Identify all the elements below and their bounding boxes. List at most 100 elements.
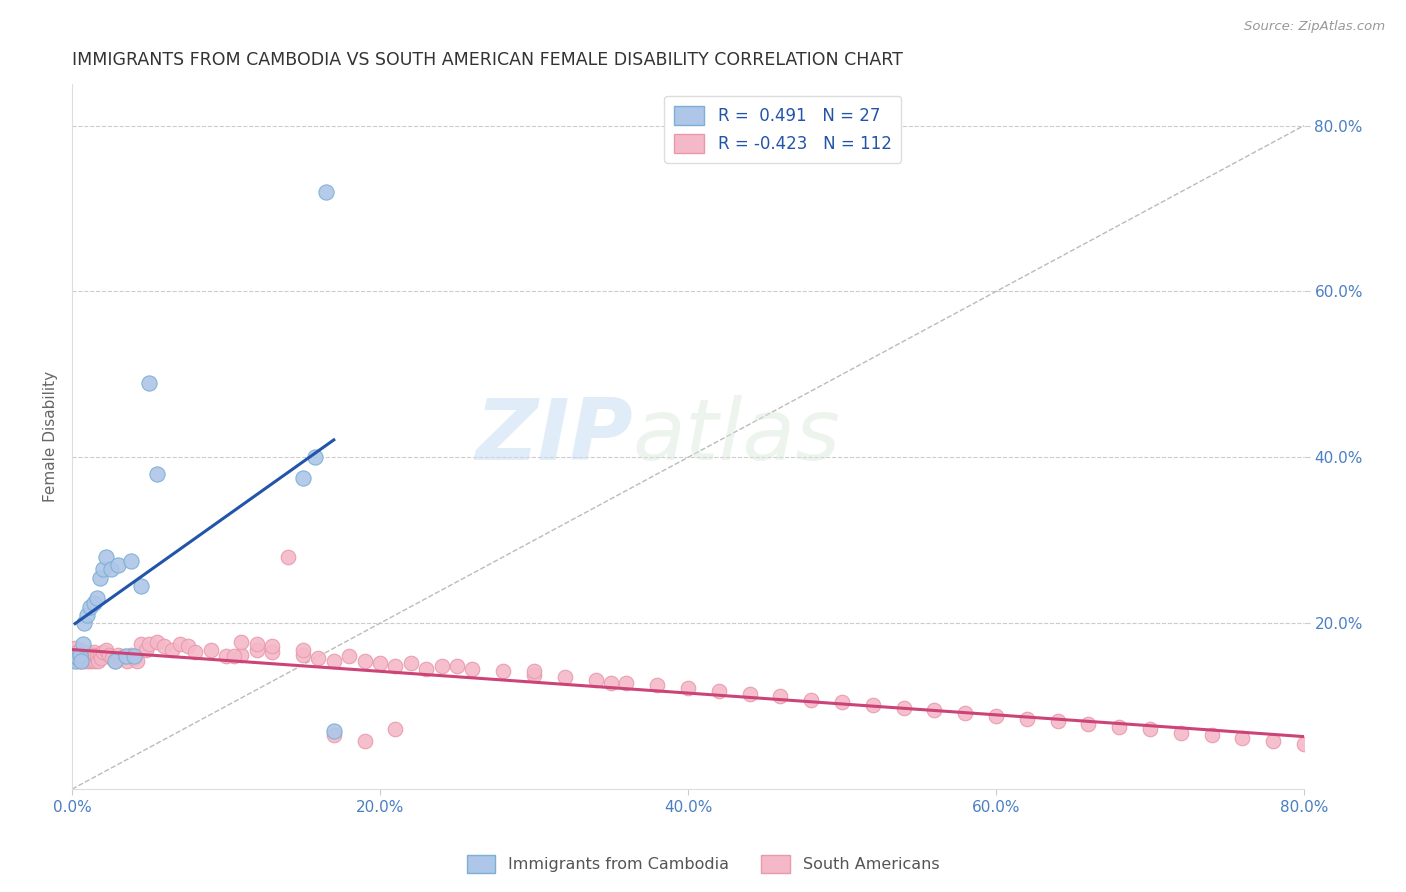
Point [200,642,222,657]
Legend: Immigrants from Cambodia, South Americans: Immigrants from Cambodia, South American… [460,848,946,880]
Point [86,649,108,664]
Point [222,649,245,664]
Point [246,637,269,651]
Text: Source: ZipAtlas.com: Source: ZipAtlas.com [1244,20,1385,33]
Point [1323,739,1346,753]
Point [322,728,344,742]
Text: ZIP: ZIP [475,395,633,478]
Text: atlas: atlas [633,395,841,478]
Point [1201,728,1223,742]
Point [554,670,576,684]
Point [523,667,546,681]
Point [399,656,422,670]
Point [738,687,761,701]
Point [492,665,515,679]
Point [63,654,86,668]
Point [415,662,437,676]
Point [322,724,344,739]
Point [262,645,284,659]
Point [231,648,253,662]
Point [1170,725,1192,739]
Point [69,654,91,668]
Point [145,634,167,648]
Point [246,642,269,657]
Point [73,649,96,664]
Point [893,701,915,715]
Point [384,723,406,737]
Point [83,651,105,665]
Point [585,673,607,687]
Point [75,651,97,665]
Point [169,637,191,651]
Point [91,562,114,576]
Point [76,645,98,659]
Point [76,654,98,668]
Point [75,648,97,662]
Point [645,678,668,692]
Point [83,645,105,659]
Point [337,649,360,664]
Point [67,648,90,662]
Point [67,651,90,665]
Point [231,634,253,648]
Point [79,651,101,665]
Point [110,651,132,665]
Point [73,654,96,668]
Point [862,698,884,712]
Point [87,654,110,668]
Point [1139,723,1161,737]
Point [523,665,546,679]
Point [384,659,406,673]
Point [800,692,823,706]
Y-axis label: Female Disability: Female Disability [44,371,58,502]
Point [107,648,129,662]
Point [315,185,337,199]
Point [86,591,108,606]
Point [262,640,284,654]
Point [100,562,122,576]
Point [304,450,326,465]
Point [131,637,153,651]
Point [120,554,142,568]
Point [707,684,730,698]
Point [70,649,93,664]
Point [461,662,484,676]
Point [112,649,135,664]
Point [1292,737,1315,751]
Point [131,579,153,593]
Point [91,645,114,659]
Point [292,648,315,662]
Point [184,645,207,659]
Point [153,640,176,654]
Point [322,654,344,668]
Point [66,649,89,664]
Point [94,549,117,564]
Point [70,654,93,668]
Point [72,648,94,662]
Point [1108,720,1130,734]
Point [94,642,117,657]
Point [353,654,375,668]
Point [89,571,111,585]
Point [176,640,198,654]
Point [122,649,145,664]
Point [1077,717,1099,731]
Point [138,376,160,390]
Point [145,467,167,481]
Point [120,648,142,662]
Point [984,709,1007,723]
Point [79,648,101,662]
Point [125,654,148,668]
Point [84,654,107,668]
Point [1232,731,1254,745]
Point [115,649,138,664]
Point [953,706,976,720]
Point [122,651,145,665]
Point [70,654,93,668]
Point [924,703,946,717]
Point [67,651,90,665]
Point [83,595,105,609]
Point [368,656,391,670]
Point [138,637,160,651]
Point [84,648,107,662]
